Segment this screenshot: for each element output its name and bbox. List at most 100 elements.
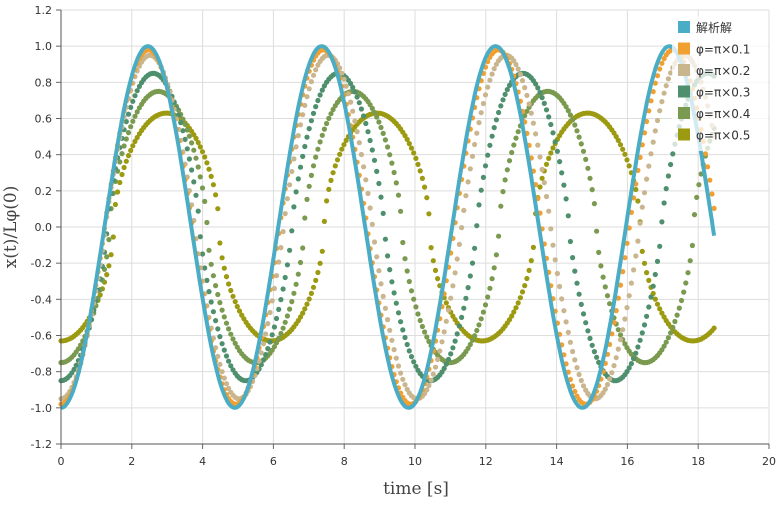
data-point (408, 288, 415, 294)
data-point (639, 330, 645, 336)
axes (56, 9, 770, 449)
data-point (522, 85, 528, 91)
data-point (300, 153, 306, 159)
data-point (199, 149, 206, 155)
data-point (119, 171, 125, 178)
data-point (617, 337, 624, 343)
data-point (204, 160, 210, 166)
data-point (509, 149, 515, 156)
data-point (319, 87, 325, 93)
data-point (546, 114, 552, 120)
y-tick-label: 0.6 (35, 113, 53, 126)
data-point (517, 71, 524, 77)
data-point (125, 153, 132, 159)
data-point (668, 70, 674, 76)
data-point (539, 175, 545, 181)
data-point (317, 92, 323, 98)
data-point (559, 170, 565, 176)
data-point (258, 350, 264, 356)
data-point (576, 291, 582, 297)
data-point (411, 296, 417, 302)
data-point (594, 228, 600, 234)
data-point (485, 294, 491, 300)
data-point (631, 267, 637, 273)
data-point (489, 71, 495, 77)
data-point (128, 104, 134, 110)
data-point (308, 290, 314, 296)
data-point (661, 200, 667, 206)
data-point (665, 173, 672, 179)
data-point (304, 94, 310, 100)
data-point (369, 147, 375, 153)
data-point (367, 137, 373, 144)
data-point (604, 293, 611, 299)
data-point (267, 339, 273, 345)
data-point (330, 170, 336, 176)
data-point (226, 385, 232, 391)
data-point (498, 203, 504, 209)
data-point (650, 283, 656, 289)
data-point (450, 345, 456, 351)
data-point (587, 335, 593, 341)
data-point (71, 366, 77, 372)
data-point (406, 278, 412, 285)
data-point (489, 133, 495, 139)
data-point (476, 120, 482, 126)
data-point (648, 294, 654, 300)
data-point (574, 128, 580, 134)
data-point (315, 269, 321, 276)
data-point (313, 154, 319, 160)
data-point (530, 120, 537, 126)
data-point (526, 267, 532, 273)
data-point (123, 136, 129, 142)
data-point (189, 167, 195, 173)
data-point (622, 341, 628, 347)
data-point (226, 358, 232, 364)
data-point (557, 283, 563, 290)
data-point (657, 108, 663, 114)
data-point (515, 66, 521, 72)
data-point (348, 99, 354, 105)
data-point (219, 369, 225, 375)
data-point (374, 168, 380, 174)
data-point (578, 141, 584, 147)
data-point (228, 331, 234, 337)
data-point (304, 196, 310, 202)
y-tick-label: -0.4 (31, 293, 52, 306)
data-point (350, 84, 356, 90)
x-tick-label: 6 (270, 455, 277, 468)
x-tick-label: 14 (550, 455, 564, 468)
data-point (456, 323, 462, 329)
y-tick-label: -0.8 (31, 366, 52, 379)
data-point (493, 252, 499, 258)
data-point (232, 299, 238, 305)
data-point (480, 100, 486, 107)
data-point (596, 249, 602, 255)
data-point (295, 271, 301, 277)
data-point (402, 256, 408, 262)
data-point (498, 103, 504, 109)
data-point (478, 110, 484, 116)
data-point (319, 132, 325, 138)
data-point (391, 169, 397, 176)
data-point (650, 89, 656, 95)
data-point (641, 190, 648, 196)
data-point (668, 161, 674, 168)
y-tick-label: 0.2 (35, 185, 53, 198)
data-point (530, 244, 537, 250)
data-point (537, 184, 543, 190)
data-point (313, 67, 319, 73)
data-point (363, 177, 369, 183)
data-point (570, 383, 576, 389)
data-point (585, 165, 591, 171)
data-point (302, 143, 308, 150)
data-point (304, 134, 310, 140)
data-point (676, 305, 682, 311)
data-point (297, 314, 304, 320)
data-point (319, 248, 325, 254)
x-tick-label: 2 (128, 455, 135, 468)
data-point (413, 304, 419, 310)
data-point (287, 306, 293, 312)
data-point (537, 154, 543, 160)
data-point (419, 175, 425, 181)
